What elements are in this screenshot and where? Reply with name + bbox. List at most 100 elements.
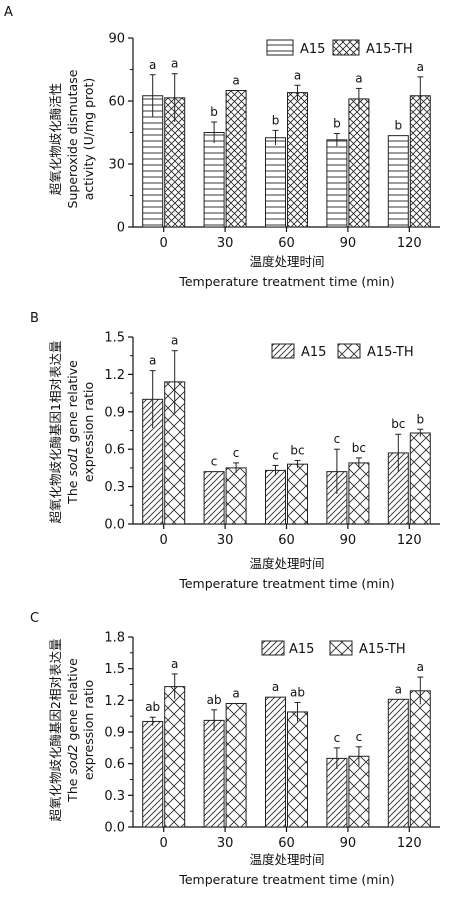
bar-a15th bbox=[348, 755, 370, 828]
bar-a15 bbox=[265, 469, 286, 525]
legend-label-a15th: A15-TH bbox=[366, 42, 413, 57]
bar-a15th bbox=[225, 467, 247, 525]
panel-c-ylabel-en-gene: sod2 bbox=[65, 744, 80, 774]
bar-a15th bbox=[287, 711, 308, 828]
x-tick-label: 0 bbox=[160, 836, 168, 851]
bar-a15th bbox=[409, 432, 431, 525]
panel-b-xlabel-zh: 温度处理时间 bbox=[249, 556, 324, 571]
panel-c-xlabel-zh: 温度处理时间 bbox=[249, 852, 324, 867]
significance-label: a bbox=[417, 60, 424, 74]
panel-a-ylabel-en-2: activity (U/mg prot) bbox=[81, 78, 96, 201]
panel-a-bars: a a b a b a b a b a bbox=[142, 57, 431, 228]
significance-label: a bbox=[395, 682, 402, 696]
bar-a15th bbox=[225, 90, 247, 228]
significance-label: c bbox=[334, 731, 341, 745]
x-tick-label: 90 bbox=[340, 533, 357, 548]
x-tick-label: 30 bbox=[217, 236, 234, 251]
y-tick-label: 0.0 bbox=[104, 821, 125, 836]
panel-c-legend: A15 A15-TH bbox=[261, 640, 406, 657]
bar-a15th bbox=[287, 463, 308, 525]
y-tick-label: 1.5 bbox=[104, 331, 125, 346]
significance-label: a bbox=[232, 74, 239, 88]
significance-label: a bbox=[355, 71, 362, 85]
significance-label: b bbox=[416, 412, 424, 426]
panel-c-ylabel-en-post: gene relative bbox=[65, 658, 80, 745]
bar-a15 bbox=[387, 135, 409, 228]
panel-a-ylabel-en-1: Superoxide dismutase bbox=[65, 69, 80, 208]
significance-label: ab bbox=[207, 693, 222, 707]
panel-b-ylabel-en-pre: The bbox=[65, 477, 80, 505]
y-tick-label: 0.0 bbox=[104, 518, 125, 533]
y-tick-label: 30 bbox=[108, 158, 125, 173]
bar-a15 bbox=[142, 720, 164, 828]
legend-swatch-a15th bbox=[332, 39, 360, 56]
panel-c-ylabel-zh: 超氧化物歧化酶基因2相对表达量 bbox=[48, 639, 63, 822]
panel-c-xlabel-en: Temperature treatment time (min) bbox=[178, 872, 394, 887]
x-tick-label: 60 bbox=[278, 836, 295, 851]
significance-label: bc bbox=[290, 443, 304, 457]
y-tick-label: 60 bbox=[108, 95, 125, 110]
bar-a15 bbox=[265, 696, 286, 828]
x-tick-label: 30 bbox=[217, 533, 234, 548]
significance-label: a bbox=[171, 657, 178, 671]
y-tick-label: 0.3 bbox=[104, 480, 125, 495]
panel-b-ylabel-en-1: The sod1 gene relative bbox=[65, 360, 80, 505]
panel-a-axes: 0 30 60 90 0 30 60 90 120 bbox=[108, 32, 440, 251]
significance-label: b bbox=[333, 117, 341, 131]
significance-label: b bbox=[210, 105, 218, 119]
x-tick-label: 90 bbox=[340, 236, 357, 251]
x-tick-label: 0 bbox=[160, 236, 168, 251]
x-tick-label: 120 bbox=[397, 236, 422, 251]
x-tick-label: 0 bbox=[160, 533, 168, 548]
panel-b-ylabel-en-2: expression ratio bbox=[81, 382, 96, 482]
legend-label-a15th: A15-TH bbox=[367, 345, 414, 360]
bar-a15 bbox=[387, 698, 409, 828]
bar-a15 bbox=[265, 137, 286, 228]
y-tick-label: 1.8 bbox=[104, 631, 125, 646]
significance-label: a bbox=[171, 57, 178, 71]
panel-letter-b: B bbox=[30, 311, 39, 326]
panel-c-ylabel-en-2: expression ratio bbox=[81, 680, 96, 780]
panel-c-ylabel-en-1: The sod2 gene relative bbox=[65, 658, 80, 803]
panel-a-xlabel-en: Temperature treatment time (min) bbox=[178, 274, 394, 289]
significance-label: a bbox=[417, 660, 424, 674]
y-tick-label: 0.6 bbox=[104, 757, 125, 772]
panel-b-legend: A15 A15-TH bbox=[271, 343, 414, 360]
panel-b-ylabel-en-post: gene relative bbox=[65, 360, 80, 447]
panel-b-ylabel-zh: 超氧化物歧化酶基因1相对表达量 bbox=[48, 341, 63, 524]
significance-label: a bbox=[232, 687, 239, 701]
panel-c-axes: 0.0 0.3 0.6 0.9 1.2 1.5 1.8 0 30 60 90 120 bbox=[104, 631, 440, 851]
panel-letter-a: A bbox=[4, 5, 13, 20]
legend-label-a15: A15 bbox=[289, 642, 314, 657]
legend-swatch-a15 bbox=[271, 343, 295, 359]
bar-a15 bbox=[326, 139, 348, 228]
x-tick-label: 30 bbox=[217, 836, 234, 851]
legend-swatch-a15th bbox=[337, 343, 361, 359]
legend-swatch-a15 bbox=[261, 640, 285, 656]
y-tick-label: 0.3 bbox=[104, 789, 125, 804]
bar-a15th bbox=[225, 703, 247, 828]
panel-c-ylabel-en-pre: The bbox=[65, 775, 80, 803]
y-tick-label: 0 bbox=[117, 221, 125, 236]
legend-label-a15: A15 bbox=[301, 345, 326, 360]
y-tick-label: 90 bbox=[108, 32, 125, 47]
panel-b-ylabel-en-gene: sod1 bbox=[65, 447, 80, 477]
bar-a15th bbox=[164, 686, 186, 828]
significance-label: bc bbox=[391, 417, 405, 431]
bar-a15 bbox=[203, 132, 225, 228]
significance-label: c bbox=[334, 432, 341, 446]
y-tick-label: 0.9 bbox=[104, 405, 125, 420]
y-tick-label: 1.5 bbox=[104, 662, 125, 677]
panel-a-legend: A15 A15-TH bbox=[266, 39, 413, 57]
bar-a15th bbox=[409, 690, 431, 828]
panel-b-xlabel-en: Temperature treatment time (min) bbox=[178, 576, 394, 591]
x-tick-label: 120 bbox=[397, 836, 422, 851]
legend-label-a15th: A15-TH bbox=[359, 642, 406, 657]
significance-label: ab bbox=[145, 700, 160, 714]
y-tick-label: 0.9 bbox=[104, 726, 125, 741]
significance-label: ab bbox=[290, 685, 305, 699]
